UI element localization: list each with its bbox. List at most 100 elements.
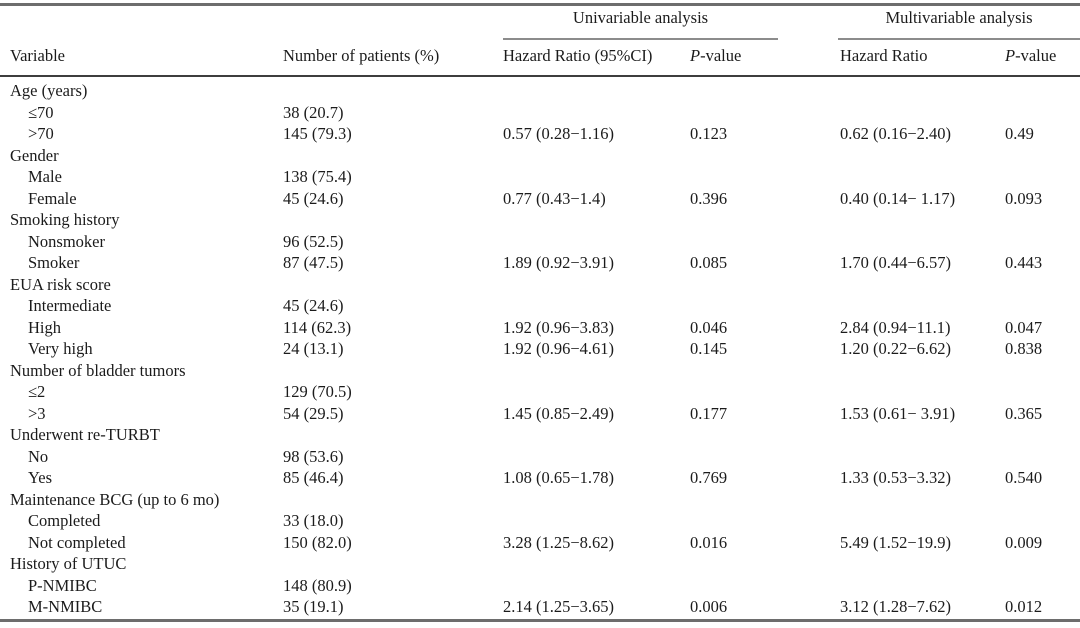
cell-n: 145 (79.3) — [283, 124, 352, 143]
cell-p-uni — [690, 446, 840, 468]
cell-hr-uni: 1.89 (0.92−3.91) — [503, 253, 615, 272]
table-row: EUA risk score — [0, 274, 1080, 296]
cell-hr-multi — [840, 510, 1005, 532]
cell-hr-multi: 1.53 (0.61− 3.91) — [840, 403, 956, 423]
cell-hr-uni — [503, 102, 690, 124]
cell-hr-multi — [840, 166, 1005, 188]
row-label: Male — [28, 167, 62, 186]
cell-hr-multi — [840, 381, 1005, 403]
cell-p-multi: 0.093 — [1005, 188, 1043, 208]
cell-n: 35 (19.1) — [283, 597, 344, 616]
row-label: Nonsmoker — [28, 231, 105, 251]
cell-hr-multi: 0.40 (0.14− 1.17) — [840, 188, 956, 208]
cell-p-multi — [1005, 209, 1080, 231]
cell-p-uni: 0.016 — [690, 532, 728, 552]
cell-n: 98 (53.6) — [283, 446, 344, 466]
cell-n — [283, 360, 503, 382]
cell-hr-uni — [503, 553, 690, 575]
cell-p-multi: 0.047 — [1005, 317, 1043, 337]
cell-n — [283, 274, 503, 296]
cell-hr-multi — [840, 102, 1005, 124]
cell-p-uni — [690, 145, 840, 167]
cell-p-multi: 0.838 — [1005, 339, 1043, 358]
cell-n: 129 (70.5) — [283, 382, 352, 401]
table-row: High 114 (62.3) 1.92 (0.96−3.83) 0.046 2.84 … — [0, 317, 1080, 339]
cell-p-multi — [1005, 381, 1080, 403]
bottom-rule — [0, 619, 1080, 622]
row-label: Female — [28, 188, 77, 208]
table-row: Gender — [0, 145, 1080, 167]
spanner-univariable: Univariable analysis — [503, 8, 778, 40]
row-label: Maintenance BCG (up to 6 mo) — [10, 489, 220, 509]
row-label: >3 — [28, 403, 46, 423]
table-row: Smoker 87 (47.5) 1.89 (0.92−3.91) 0.085 1.70… — [0, 252, 1080, 274]
cell-hr-multi: 0.62 (0.16−2.40) — [840, 124, 952, 143]
cell-hr-uni — [503, 360, 690, 382]
cell-p-multi: 0.540 — [1005, 468, 1043, 487]
cell-hr-uni: 3.28 (1.25−8.62) — [503, 532, 615, 552]
cell-hr-multi: 1.20 (0.22−6.62) — [840, 339, 952, 358]
cell-hr-uni: 1.08 (0.65−1.78) — [503, 468, 615, 487]
cell-hr-multi: 2.84 (0.94−11.1) — [840, 317, 951, 337]
cell-n: 114 (62.3) — [283, 317, 352, 337]
table-row: Not completed 150 (82.0) 3.28 (1.25−8.62) 0… — [0, 532, 1080, 554]
table-body: Age (years) ≤70 38 (20.7) >70 145 (79.3) 0.… — [0, 80, 1080, 618]
row-label: History of UTUC — [10, 554, 127, 573]
cell-hr-multi: 3.12 (1.28−7.62) — [840, 597, 952, 616]
cell-p-multi — [1005, 295, 1080, 317]
row-label: Completed — [28, 511, 101, 530]
spanner-multivariable: Multivariable analysis — [838, 8, 1080, 40]
cell-p-uni: 0.123 — [690, 124, 728, 143]
cell-hr-multi — [840, 145, 1005, 167]
cell-p-uni: 0.085 — [690, 253, 728, 272]
cell-hr-multi: 1.33 (0.53−3.32) — [840, 468, 952, 487]
cell-hr-multi — [840, 295, 1005, 317]
cell-n: 85 (46.4) — [283, 468, 344, 487]
cell-hr-uni — [503, 274, 690, 296]
cell-p-uni: 0.769 — [690, 468, 728, 487]
table-row: Female 45 (24.6) 0.77 (0.43−1.4) 0.396 0.40 … — [0, 188, 1080, 210]
table-row: ≤2 129 (70.5) — [0, 381, 1080, 403]
cell-p-multi: 0.009 — [1005, 532, 1043, 552]
table-row: Nonsmoker 96 (52.5) — [0, 231, 1080, 253]
cell-p-multi — [1005, 360, 1080, 382]
cell-p-uni — [690, 424, 840, 446]
table-row: Completed 33 (18.0) — [0, 510, 1080, 532]
cell-hr-uni: 0.77 (0.43−1.4) — [503, 188, 606, 208]
row-label: ≤2 — [28, 382, 46, 401]
row-label: M-NMIBC — [28, 597, 103, 616]
cell-hr-multi — [840, 274, 1005, 296]
cell-n — [283, 209, 503, 231]
cell-p-uni — [690, 381, 840, 403]
row-label: >70 — [28, 124, 54, 143]
row-label: Yes — [28, 468, 53, 487]
cell-p-multi — [1005, 510, 1080, 532]
cell-n: 96 (52.5) — [283, 231, 344, 251]
table-row: Number of bladder tumors — [0, 360, 1080, 382]
top-rule — [0, 3, 1080, 6]
cell-n: 45 (24.6) — [283, 296, 344, 315]
cell-hr-uni — [503, 510, 690, 532]
cell-p-uni — [690, 489, 840, 511]
cell-hr-multi — [840, 446, 1005, 468]
row-label: Very high — [28, 339, 93, 358]
row-label: No — [28, 446, 49, 466]
row-label: Intermediate — [28, 296, 112, 315]
cell-p-uni — [690, 295, 840, 317]
cell-p-uni — [690, 274, 840, 296]
cell-n: 54 (29.5) — [283, 403, 344, 423]
cell-p-multi — [1005, 274, 1080, 296]
cell-hr-multi: 5.49 (1.52−19.9) — [840, 532, 952, 552]
cell-p-uni: 0.006 — [690, 597, 728, 616]
cell-hr-uni — [503, 209, 690, 231]
row-label: Smoker — [28, 253, 80, 272]
cell-p-multi: 0.012 — [1005, 597, 1043, 616]
table-header-row: Variable Number of patients (%) Hazard R… — [0, 46, 1080, 66]
col-header-n-patients: Number of patients (%) — [283, 46, 440, 65]
cell-p-uni — [690, 166, 840, 188]
cell-p-multi — [1005, 424, 1080, 446]
cell-p-uni — [690, 360, 840, 382]
cell-n: 45 (24.6) — [283, 188, 344, 208]
cell-hr-uni — [503, 489, 690, 511]
